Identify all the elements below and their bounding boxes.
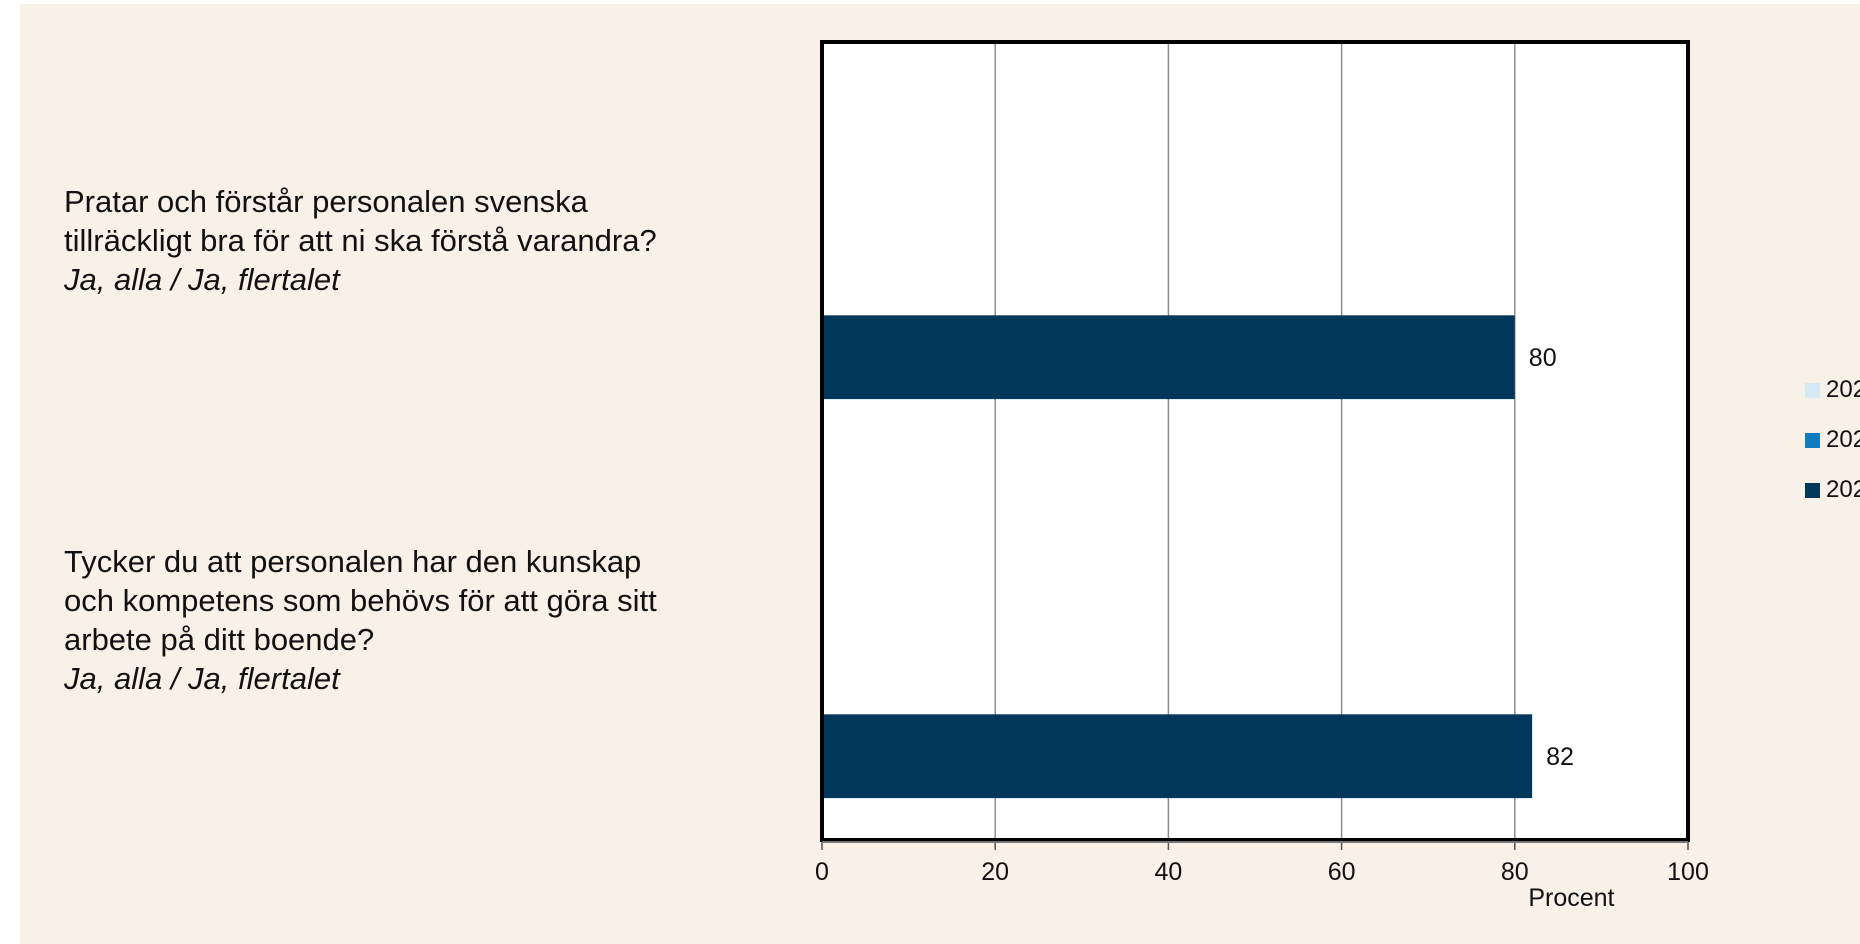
bar-chart: 0 20 40 60 80 100 80 82 Procent — [815, 40, 1709, 912]
chart-panel: Pratar och förstår personalen svenska ti… — [20, 4, 1860, 944]
x-tick-label-80: 80 — [1501, 858, 1529, 886]
category-answer-1: Ja, alla / Ja, flertalet — [64, 262, 340, 297]
x-tick-label-40: 40 — [1154, 858, 1182, 886]
x-axis-title: Procent — [1528, 884, 1614, 912]
category-answer-2: Ja, alla / Ja, flertalet — [64, 661, 340, 696]
category-question-2: Tycker du att personalen har den kunskap… — [64, 544, 657, 657]
category-labels: Pratar och förstår personalen svenska ti… — [20, 4, 720, 944]
x-tick-label-60: 60 — [1328, 858, 1356, 886]
bar-2024-1 — [822, 315, 1515, 400]
legend-item-2024: 2024 — [1805, 476, 1860, 504]
legend-swatch-2022 — [1805, 382, 1820, 398]
bar-2024-2 — [822, 714, 1533, 799]
legend-swatch-2024 — [1805, 482, 1820, 498]
legend-swatch-2023 — [1805, 432, 1820, 448]
data-label-2024-2: 82 — [1546, 743, 1574, 771]
category-label-2: Tycker du att personalen har den kunskap… — [64, 542, 674, 698]
legend-label-2023: 2023 — [1826, 426, 1860, 453]
category-question-1: Pratar och förstår personalen svenska ti… — [64, 184, 657, 258]
x-tick-label-100: 100 — [1667, 858, 1709, 886]
x-tick-label-20: 20 — [981, 858, 1009, 886]
legend-label-2024: 2024 — [1826, 476, 1860, 503]
category-label-1: Pratar och förstår personalen svenska ti… — [64, 182, 674, 299]
plot-frame — [820, 40, 1690, 842]
plot-area — [822, 42, 1688, 840]
data-label-2024-1: 80 — [1529, 344, 1557, 372]
x-tick-label-0: 0 — [815, 858, 829, 886]
legend-item-2023: 2023 — [1805, 426, 1860, 454]
